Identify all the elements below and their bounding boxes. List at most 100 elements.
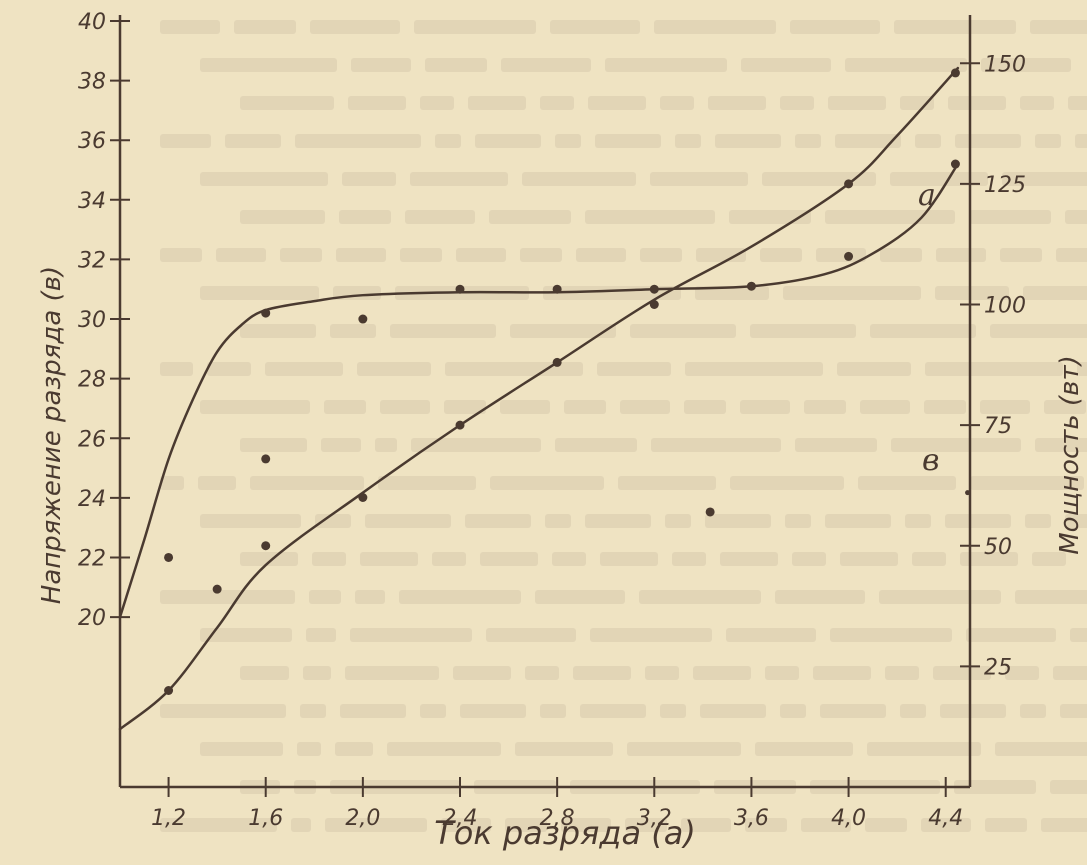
bg-word (618, 476, 716, 490)
bg-word (588, 96, 646, 110)
data-point (950, 68, 960, 78)
bg-word (580, 704, 646, 718)
bg-word (540, 96, 574, 110)
x-tick-label: 2,0 (345, 806, 380, 831)
bg-word (520, 248, 562, 262)
bg-word (729, 210, 811, 224)
bg-word (441, 818, 491, 832)
bg-word (564, 400, 606, 414)
bg-word (720, 552, 778, 566)
bg-word (240, 96, 334, 110)
bg-word (460, 704, 526, 718)
bg-word (820, 704, 886, 718)
bg-word (890, 172, 988, 186)
y-right-axis-title: Мощность (вт) (1055, 355, 1085, 555)
bg-word (1005, 666, 1039, 680)
bg-word (160, 362, 193, 376)
bg-word (995, 742, 1087, 756)
bg-word (490, 476, 604, 490)
bg-word (715, 134, 781, 148)
bg-word (925, 362, 1063, 376)
bg-word (552, 552, 586, 566)
data-point (844, 179, 854, 189)
bg-word (590, 628, 712, 642)
bg-word (672, 552, 706, 566)
bg-word (420, 96, 454, 110)
bg-word (651, 438, 781, 452)
bg-word (837, 362, 911, 376)
bg-word (357, 362, 431, 376)
bg-word (216, 248, 266, 262)
bg-word (525, 666, 559, 680)
bg-word (865, 818, 907, 832)
bg-word (985, 818, 1027, 832)
x-tick-label: 1,2 (151, 806, 186, 831)
y-left-tick-label: 20 (78, 606, 106, 631)
bg-word (1023, 286, 1087, 300)
bg-word (912, 552, 946, 566)
bg-word (684, 400, 726, 414)
bg-word (555, 438, 637, 452)
bg-word (234, 20, 296, 34)
bg-word (340, 704, 406, 718)
bg-word (700, 704, 766, 718)
bg-word (315, 514, 351, 528)
chart-tick-labels: 1,2 1,6 2,0 2,4 2,8 3,2 3,6 4,0 4,4 20 22 24 26 28 30 3… (78, 10, 1026, 831)
bg-word (540, 704, 566, 718)
bg-word (550, 20, 640, 34)
bg-word (867, 742, 981, 756)
bg-word (280, 248, 322, 262)
y-left-axis-title: Напряжение разряда (в) (37, 266, 67, 604)
bg-word (420, 704, 446, 718)
bg-word (425, 58, 487, 72)
bg-word (432, 552, 466, 566)
bg-word (390, 324, 496, 338)
bg-word (894, 20, 1016, 34)
bg-word (885, 666, 919, 680)
bg-word (1015, 590, 1087, 604)
data-point (950, 159, 960, 169)
bg-word (639, 590, 761, 604)
data-point (358, 493, 368, 502)
bg-word (410, 172, 508, 186)
data-point (649, 300, 659, 309)
bg-word (650, 172, 748, 186)
bg-word (945, 514, 1011, 528)
bg-word (444, 400, 486, 414)
bg-word (561, 818, 611, 832)
data-point (649, 284, 659, 294)
curve-label-v: в (922, 443, 939, 478)
bg-word (468, 96, 526, 110)
bg-word (840, 552, 898, 566)
bg-word (160, 20, 220, 34)
bg-word (750, 324, 856, 338)
bg-word (1000, 248, 1042, 262)
bg-word (1032, 552, 1066, 566)
bg-word (291, 818, 311, 832)
bg-word (804, 400, 846, 414)
bg-word (225, 134, 281, 148)
bg-word (660, 96, 694, 110)
bg-word (693, 666, 751, 680)
bg-word (297, 742, 321, 756)
data-point (552, 357, 562, 367)
bg-word (828, 96, 886, 110)
bg-word (620, 400, 670, 414)
bg-word (200, 58, 337, 72)
data-point (746, 281, 756, 291)
y-left-tick-label: 36 (78, 129, 106, 154)
bg-word (207, 362, 251, 376)
data-point (552, 284, 562, 294)
data-point (164, 686, 174, 695)
bg-word (955, 134, 1021, 148)
bg-word (825, 210, 955, 224)
bg-word (240, 210, 325, 224)
bg-word (600, 552, 658, 566)
x-tick-label: 3,2 (637, 806, 672, 831)
bg-word (489, 210, 571, 224)
bg-word (1065, 514, 1087, 528)
bg-word (360, 552, 418, 566)
bg-word (696, 248, 746, 262)
bg-word (1020, 96, 1054, 110)
